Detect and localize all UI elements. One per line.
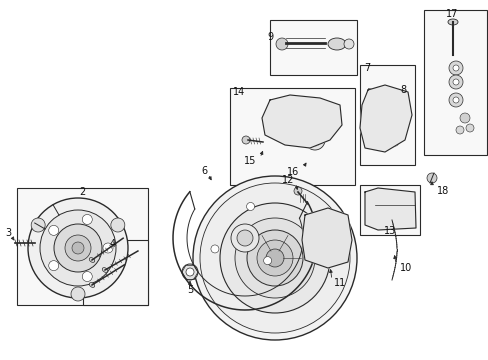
Text: 18: 18 bbox=[436, 186, 448, 196]
Circle shape bbox=[49, 261, 59, 271]
Circle shape bbox=[82, 271, 92, 282]
Circle shape bbox=[380, 104, 402, 126]
Text: 9: 9 bbox=[267, 32, 273, 42]
Circle shape bbox=[193, 176, 356, 340]
Circle shape bbox=[293, 187, 302, 195]
Circle shape bbox=[200, 183, 349, 333]
Circle shape bbox=[265, 249, 284, 267]
Text: 15: 15 bbox=[243, 156, 256, 166]
Bar bbox=[359, 65, 414, 165]
Circle shape bbox=[308, 134, 320, 146]
Circle shape bbox=[459, 113, 469, 123]
Text: 12: 12 bbox=[281, 175, 293, 185]
Text: 11: 11 bbox=[333, 278, 346, 288]
Polygon shape bbox=[364, 188, 415, 230]
Text: 3: 3 bbox=[5, 228, 11, 238]
Circle shape bbox=[82, 215, 92, 225]
Circle shape bbox=[111, 218, 124, 232]
Text: 5: 5 bbox=[186, 285, 193, 295]
Circle shape bbox=[382, 129, 400, 147]
Circle shape bbox=[317, 226, 341, 250]
Circle shape bbox=[452, 65, 458, 71]
Polygon shape bbox=[262, 95, 341, 148]
Bar bbox=[269, 20, 356, 75]
Text: 13: 13 bbox=[383, 226, 395, 236]
Circle shape bbox=[246, 230, 303, 286]
Text: 7: 7 bbox=[363, 63, 369, 73]
Circle shape bbox=[40, 210, 116, 286]
Ellipse shape bbox=[343, 39, 353, 49]
Circle shape bbox=[28, 198, 128, 298]
Circle shape bbox=[103, 243, 113, 253]
Circle shape bbox=[185, 268, 194, 276]
Circle shape bbox=[71, 287, 85, 301]
Circle shape bbox=[237, 230, 252, 246]
Circle shape bbox=[257, 240, 292, 276]
Circle shape bbox=[49, 225, 59, 235]
Text: 17: 17 bbox=[445, 9, 457, 19]
Circle shape bbox=[448, 93, 462, 107]
Circle shape bbox=[263, 257, 271, 265]
Text: 6: 6 bbox=[201, 166, 206, 176]
Circle shape bbox=[452, 97, 458, 103]
Circle shape bbox=[210, 245, 219, 253]
Circle shape bbox=[367, 194, 375, 202]
Circle shape bbox=[465, 124, 473, 132]
Circle shape bbox=[373, 94, 381, 102]
Circle shape bbox=[182, 264, 198, 280]
Circle shape bbox=[373, 97, 409, 133]
Text: 14: 14 bbox=[232, 87, 245, 97]
Circle shape bbox=[386, 133, 396, 143]
Circle shape bbox=[448, 75, 462, 89]
Text: 10: 10 bbox=[399, 263, 411, 273]
Circle shape bbox=[307, 113, 321, 127]
Text: 4: 4 bbox=[110, 239, 116, 249]
Circle shape bbox=[242, 136, 249, 144]
Circle shape bbox=[31, 218, 45, 232]
Circle shape bbox=[235, 218, 314, 298]
Circle shape bbox=[452, 79, 458, 85]
Circle shape bbox=[324, 232, 335, 244]
Circle shape bbox=[305, 130, 325, 150]
Bar bbox=[423, 10, 486, 155]
Circle shape bbox=[65, 235, 91, 261]
Circle shape bbox=[382, 103, 388, 109]
Circle shape bbox=[246, 202, 254, 211]
Ellipse shape bbox=[327, 38, 346, 50]
Circle shape bbox=[275, 38, 287, 50]
Polygon shape bbox=[302, 208, 351, 268]
Circle shape bbox=[367, 218, 375, 226]
Circle shape bbox=[220, 203, 329, 313]
Bar bbox=[359, 185, 419, 235]
Text: 16: 16 bbox=[286, 167, 298, 177]
Text: 2: 2 bbox=[79, 187, 85, 197]
Bar bbox=[17, 188, 148, 305]
Bar bbox=[367, 88, 396, 115]
Circle shape bbox=[448, 61, 462, 75]
Circle shape bbox=[294, 100, 334, 140]
Ellipse shape bbox=[89, 258, 95, 262]
Circle shape bbox=[426, 173, 436, 183]
Ellipse shape bbox=[89, 283, 95, 287]
Bar bbox=[83, 240, 148, 305]
Text: 8: 8 bbox=[399, 85, 406, 95]
Circle shape bbox=[455, 126, 463, 134]
Circle shape bbox=[386, 213, 396, 223]
Ellipse shape bbox=[447, 19, 457, 25]
Circle shape bbox=[54, 224, 102, 272]
Ellipse shape bbox=[102, 267, 107, 273]
Circle shape bbox=[230, 224, 259, 252]
Bar bbox=[229, 88, 354, 185]
Circle shape bbox=[72, 242, 84, 254]
Polygon shape bbox=[359, 85, 411, 152]
Circle shape bbox=[302, 107, 327, 133]
